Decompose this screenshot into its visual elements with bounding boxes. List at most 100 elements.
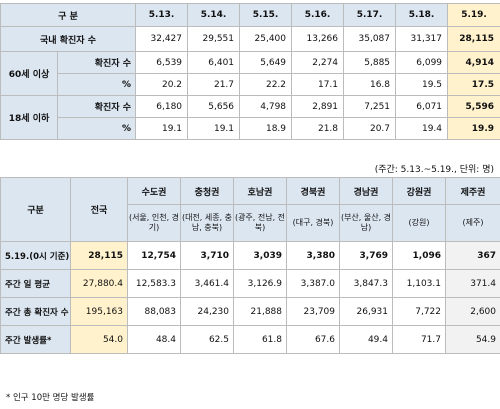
- value-cell: 371.4: [445, 269, 500, 298]
- value-cell: 19.1: [135, 117, 189, 140]
- table-row: 5.19.(0시 기준) 28,115 12,754 3,710 3,039 3…: [0, 241, 500, 270]
- value-cell: 19.1: [187, 117, 241, 140]
- value-cell: 21,888: [233, 297, 287, 326]
- value-cell: 5,885: [343, 51, 397, 74]
- value-cell: 2,274: [291, 51, 345, 74]
- value-cell: 49.4: [339, 325, 393, 354]
- value-cell: 18.9: [239, 117, 293, 140]
- region-name: 수도권: [127, 177, 181, 205]
- age60-pct-row: % 20.2 21.7 22.2 17.1 16.8 19.5 17.5: [1, 73, 500, 96]
- value-cell: 3,461.4: [180, 269, 234, 298]
- row-label: 확진자 수: [56, 51, 137, 74]
- value-cell: 19.9: [447, 117, 500, 140]
- value-cell: 35,087: [343, 26, 397, 52]
- domestic-cases-row: 국내 확진자 수 32,427 29,551 25,400 13,266 35,…: [0, 26, 500, 52]
- region-name: 호남권: [233, 177, 287, 205]
- region-name: 경북권: [286, 177, 340, 205]
- value-cell: 20.7: [343, 117, 397, 140]
- value-cell: 16.8: [343, 73, 397, 96]
- value-cell: 12,754: [127, 241, 181, 270]
- value-cell: 28,115: [447, 26, 500, 52]
- value-cell: 22.2: [239, 73, 293, 96]
- value-cell: 2,891: [291, 95, 345, 118]
- row-label: 주간 총 확진자 수: [0, 297, 71, 326]
- table-row: 주간 발생률* 54.0 48.4 62.5 61.8 67.6 49.4 71…: [0, 325, 500, 354]
- value-cell: 7,251: [343, 95, 397, 118]
- value-cell: 21.8: [291, 117, 345, 140]
- value-cell: 24,230: [180, 297, 234, 326]
- value-cell: 5,649: [239, 51, 293, 74]
- value-cell: 1,096: [392, 241, 446, 270]
- value-cell: 367: [445, 241, 500, 270]
- value-cell: 6,099: [395, 51, 449, 74]
- value-cell: 6,071: [395, 95, 449, 118]
- row-label: %: [56, 117, 137, 140]
- header-label: 구 분: [0, 3, 137, 27]
- value-cell: 3,039: [233, 241, 287, 270]
- value-cell: 4,914: [447, 51, 500, 74]
- value-cell: 48.4: [127, 325, 181, 354]
- row-label: %: [56, 73, 137, 96]
- value-cell: 26,931: [339, 297, 393, 326]
- value-cell: 54.9: [445, 325, 500, 354]
- date-cell: 5.17.: [343, 3, 397, 27]
- value-cell: 6,180: [135, 95, 189, 118]
- value-cell: 3,126.9: [233, 269, 287, 298]
- row-label: 5.19.(0시 기준): [0, 241, 71, 270]
- value-cell: 19.5: [395, 73, 449, 96]
- age-group-label: 60세 이상: [0, 51, 58, 96]
- value-cell: 6,539: [135, 51, 189, 74]
- table-row: 주간 일 평균 27,880.4 12,583.3 3,461.4 3,126.…: [0, 269, 500, 298]
- value-cell: 88,083: [127, 297, 181, 326]
- daily-cases-table: 구 분 5.13. 5.14. 5.15. 5.16. 5.17. 5.18. …: [0, 3, 500, 140]
- age18-pct-row: % 19.1 19.1 18.9 21.8 20.7 19.4 19.9: [1, 117, 500, 140]
- value-cell: 7,722: [392, 297, 446, 326]
- region-sub: (제주): [445, 204, 500, 242]
- value-cell: 1,103.1: [392, 269, 446, 298]
- value-cell: 3,769: [339, 241, 393, 270]
- age60-count-row: 60세 이상 확진자 수 6,539 6,401 5,649 2,274 5,8…: [0, 51, 500, 96]
- date-cell: 5.15.: [239, 3, 293, 27]
- value-cell: 3,380: [286, 241, 340, 270]
- date-cell: 5.14.: [187, 3, 241, 27]
- value-cell: 32,427: [135, 26, 189, 52]
- national-header: 전국: [70, 177, 128, 242]
- value-cell: 5,656: [187, 95, 241, 118]
- value-cell: 6,401: [187, 51, 241, 74]
- row-label: 주간 일 평균: [0, 269, 71, 298]
- value-cell: 23,709: [286, 297, 340, 326]
- region-sub: (서울, 인천, 경기): [127, 204, 181, 242]
- age-group-label: 18세 이하: [0, 95, 58, 140]
- national-value: 54.0: [70, 325, 128, 354]
- value-cell: 62.5: [180, 325, 234, 354]
- value-cell: 31,317: [395, 26, 449, 52]
- value-cell: 67.6: [286, 325, 340, 354]
- value-cell: 19.4: [395, 117, 449, 140]
- age18-count-row: 18세 이하 확진자 수 6,180 5,656 4,798 2,891 7,2…: [0, 95, 500, 140]
- value-cell: 71.7: [392, 325, 446, 354]
- date-cell: 5.16.: [291, 3, 345, 27]
- value-cell: 17.1: [291, 73, 345, 96]
- region-header-row: 구분 전국 수도권 충청권 호남권 경북권 경남권 강원권 제주권: [0, 177, 500, 242]
- regional-cases-table: 구분 전국 수도권 충청권 호남권 경북권 경남권 강원권 제주권 (서울, 인…: [0, 177, 500, 354]
- value-cell: 20.2: [135, 73, 189, 96]
- region-sub: (부산, 울산, 경남): [339, 204, 393, 242]
- footnote: * 인구 10만 명당 발생률: [6, 393, 95, 403]
- region-sub: (대구, 경북): [286, 204, 340, 242]
- value-cell: 21.7: [187, 73, 241, 96]
- value-cell: 25,400: [239, 26, 293, 52]
- region-name: 경남권: [339, 177, 393, 205]
- region-name: 충청권: [180, 177, 234, 205]
- date-cell: 5.18.: [395, 3, 449, 27]
- value-cell: 5,596: [447, 95, 500, 118]
- national-value: 28,115: [70, 241, 128, 270]
- row-label: 확진자 수: [56, 95, 137, 118]
- value-cell: 2,600: [445, 297, 500, 326]
- national-value: 195,163: [70, 297, 128, 326]
- col-label: 구분: [0, 177, 71, 242]
- region-sub-row: (서울, 인천, 경기) (대전, 세종, 충남, 충북) (광주, 전남, 전…: [1, 204, 500, 242]
- value-cell: 61.8: [233, 325, 287, 354]
- national-value: 27,880.4: [70, 269, 128, 298]
- region-name: 강원권: [392, 177, 446, 205]
- value-cell: 3,710: [180, 241, 234, 270]
